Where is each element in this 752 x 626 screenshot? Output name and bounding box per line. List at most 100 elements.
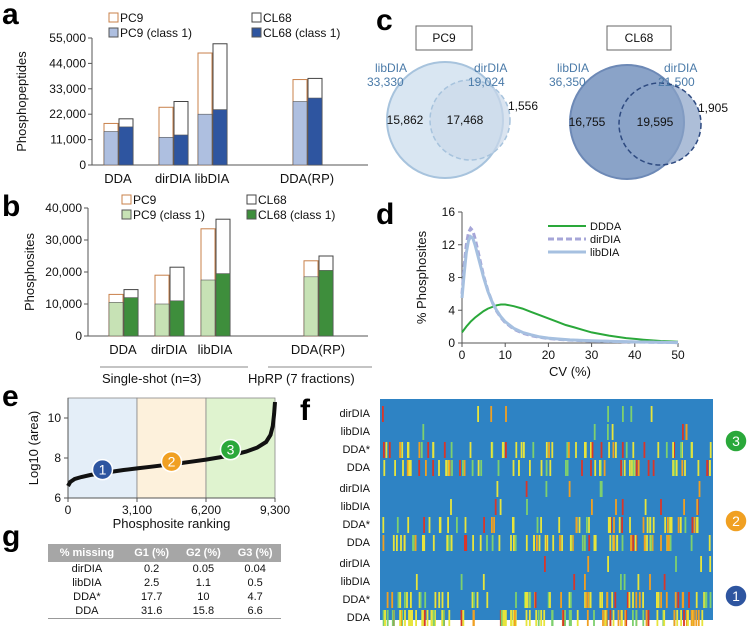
- heatmap-cell: [691, 517, 694, 533]
- heatmap-cell: [638, 592, 641, 608]
- heatmap-cell: [529, 460, 531, 476]
- heatmap-cell: [505, 442, 507, 458]
- heatmap-cell: [600, 481, 603, 497]
- heatmap-cell: [631, 460, 633, 476]
- heatmap-cell: [680, 610, 682, 626]
- heatmap-cell: [608, 442, 610, 458]
- heatmap-cell: [447, 535, 450, 551]
- heatmap-cell: [443, 442, 446, 458]
- heatmap-cell: [602, 610, 604, 626]
- heatmap-cell: [690, 535, 693, 551]
- x-tick-label: dirDIA: [155, 171, 191, 186]
- heatmap-cell: [471, 460, 474, 476]
- group-marker-label: 1: [732, 588, 740, 604]
- venn-circle-dirdia: [618, 82, 702, 166]
- heatmap-cell: [563, 610, 565, 626]
- heatmap-cell: [642, 592, 644, 608]
- heatmap-cell: [496, 481, 499, 497]
- group-marker-label: 2: [168, 454, 176, 470]
- table-cell: libDIA: [72, 577, 102, 589]
- heatmap-cell: [697, 460, 700, 476]
- heatmap-cell: [606, 592, 609, 608]
- heatmap-cell: [697, 610, 700, 626]
- heatmap-cell: [384, 610, 386, 626]
- heatmap-cell: [399, 442, 401, 458]
- heatmap-cell: [551, 610, 553, 626]
- legend-label: PC9 (class 1): [120, 26, 192, 40]
- heatmap-cell: [552, 535, 555, 551]
- venn-right-name: dirDIA: [474, 61, 507, 75]
- group-marker-label: 3: [227, 442, 235, 458]
- heatmap-cell: [623, 574, 626, 590]
- legend-label: DDDA: [590, 221, 622, 233]
- table-row: dirDIA 0.2 0.05 0.04: [48, 562, 281, 576]
- heatmap-cell: [669, 517, 672, 533]
- chart-d-cv: 0 4 8 12 16 0 10 20 30 40 50 CV (%) % Phosphosites DD…: [414, 205, 685, 379]
- heatmap-cell: [647, 610, 650, 626]
- bar-pc9-class1: [303, 276, 319, 337]
- missing-table: % missing G1 (%) G2 (%) G3 (%) dirDIA 0.2 0.0…: [48, 544, 281, 619]
- heatmap-cell: [569, 592, 572, 608]
- heatmap-cell: [624, 610, 627, 626]
- heatmap-cell: [432, 460, 434, 476]
- heatmap-cell: [566, 442, 569, 458]
- group-region-2: [136, 397, 207, 499]
- heatmap-background: [380, 399, 713, 620]
- heatmap-cell: [410, 610, 413, 626]
- heatmap-cell: [603, 460, 606, 476]
- heatmap-cell: [607, 517, 610, 533]
- table-cell: dirDIA: [71, 563, 103, 575]
- heatmap-cell: [465, 535, 468, 551]
- heatmap-cell: [404, 610, 406, 626]
- heatmap-cell: [637, 460, 640, 476]
- table-header-cell: G1 (%): [125, 544, 178, 562]
- heatmap-cell: [568, 610, 571, 626]
- y-tick-label: 16: [442, 205, 456, 219]
- heatmap-cell: [441, 592, 444, 608]
- venn-left-only: 16,755: [569, 115, 606, 129]
- x-axis-title: Phosphosite ranking: [113, 516, 231, 531]
- heatmap-cell: [672, 460, 674, 476]
- heatmap-cell: [450, 499, 452, 515]
- heatmap-cell: [609, 535, 612, 551]
- heatmap-cell: [473, 610, 475, 626]
- heatmap-cell: [540, 610, 543, 626]
- heatmap-cell: [515, 442, 518, 458]
- heatmap-cell: [408, 460, 411, 476]
- heatmap-cell: [448, 460, 451, 476]
- heatmap-cell: [386, 610, 389, 626]
- venn-title-box: [606, 25, 672, 51]
- chart-b-phosphosites: 0 10,000 20,000 30,000 40,000 Phosphosites DDA…: [22, 193, 372, 386]
- x-axis-title: CV (%): [549, 364, 591, 379]
- heatmap-cell: [412, 535, 414, 551]
- table-cell: DDA: [48, 604, 126, 619]
- y-tick-label: 0: [79, 158, 86, 172]
- heatmap-cell: [620, 574, 622, 590]
- heatmap-cell: [650, 535, 653, 551]
- panel-label-f: f: [300, 394, 311, 427]
- x-tick-label: 6,200: [191, 503, 221, 517]
- heatmap-cell: [503, 610, 506, 626]
- heatmap-cell: [630, 535, 632, 551]
- group-region-1: [67, 397, 138, 499]
- heatmap-cell: [688, 592, 690, 608]
- heatmap-cell: [681, 460, 684, 476]
- heatmap-cell: [420, 442, 423, 458]
- heatmap-row-label: DDA: [347, 462, 371, 474]
- heatmap-cell: [564, 610, 566, 626]
- heatmap-row-label: dirDIA: [339, 558, 370, 570]
- heatmap-cell: [637, 574, 640, 590]
- heatmap-cell: [401, 442, 404, 458]
- heatmap-cell: [394, 460, 396, 476]
- heatmap-row-label: DDA: [347, 612, 371, 624]
- heatmap-cell: [498, 535, 501, 551]
- heatmap-cell: [382, 517, 385, 533]
- heatmap-cell: [534, 592, 537, 608]
- heatmap-cell: [497, 460, 500, 476]
- heatmap-row-label: DDA: [347, 537, 371, 549]
- group-marker-label: 1: [99, 462, 107, 478]
- heatmap-cell: [532, 442, 535, 458]
- heatmap-cell: [397, 592, 400, 608]
- heatmap-cell: [514, 610, 516, 626]
- heatmap-cell: [664, 517, 667, 533]
